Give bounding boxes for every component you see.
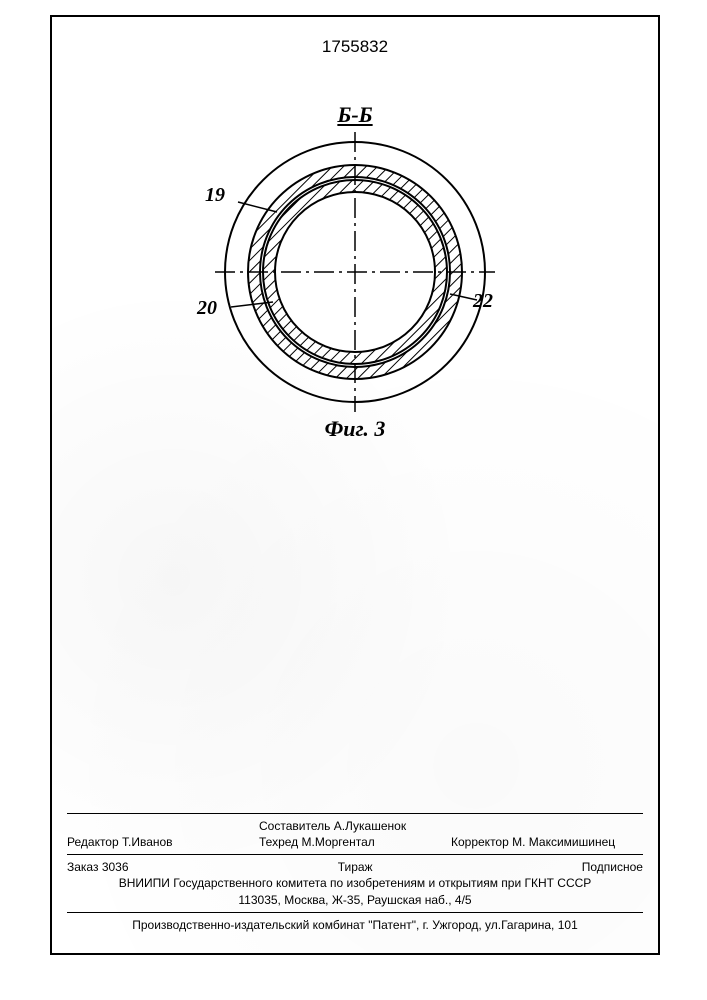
section-label: Б-Б <box>337 102 372 128</box>
compiler-label: Составитель <box>259 819 330 833</box>
publisher: Производственно-издательский комбинат "П… <box>67 917 643 933</box>
footer-order-row: Заказ 3036 Тираж Подписное <box>67 859 643 875</box>
order-label: Заказ <box>67 860 98 874</box>
org-line2: 113035, Москва, Ж-35, Раушская наб., 4/5 <box>67 892 643 908</box>
figure-caption: Фиг. 3 <box>325 416 386 442</box>
compiler-name: А.Лукашенок <box>334 819 406 833</box>
footer-credits-row: Редактор Т.Иванов Составитель А.Лукашено… <box>67 818 643 850</box>
corrector-label: Корректор <box>451 835 509 849</box>
editor-cell: Редактор Т.Иванов <box>67 818 259 850</box>
corrector-name: М. Максимишинец <box>512 835 615 849</box>
patent-number: 1755832 <box>52 37 658 57</box>
divider <box>67 813 643 814</box>
order-cell: Заказ 3036 <box>67 859 129 875</box>
editor-label: Редактор <box>67 835 119 849</box>
tech-label: Техред <box>259 835 298 849</box>
corrector-cell: Корректор М. Максимишинец <box>451 818 643 850</box>
page-frame: 1755832 Б-Б <box>50 15 660 955</box>
divider <box>67 912 643 913</box>
tech-name: М.Моргентал <box>302 835 375 849</box>
editor-name: Т.Иванов <box>122 835 173 849</box>
cross-section-diagram <box>185 132 525 412</box>
figure-container: Б-Б <box>175 102 535 442</box>
callout-22: 22 <box>473 290 493 313</box>
tirazh-label: Тираж <box>338 859 373 875</box>
callout-19: 19 <box>205 184 225 207</box>
podpisnoe: Подписное <box>582 859 643 875</box>
callout-20: 20 <box>197 297 217 320</box>
compiler-tech-cell: Составитель А.Лукашенок Техред М.Моргент… <box>259 818 451 850</box>
divider <box>67 854 643 855</box>
order-number: 3036 <box>102 860 129 874</box>
org-line1: ВНИИПИ Государственного комитета по изоб… <box>67 875 643 891</box>
footer-block: Редактор Т.Иванов Составитель А.Лукашено… <box>67 809 643 933</box>
